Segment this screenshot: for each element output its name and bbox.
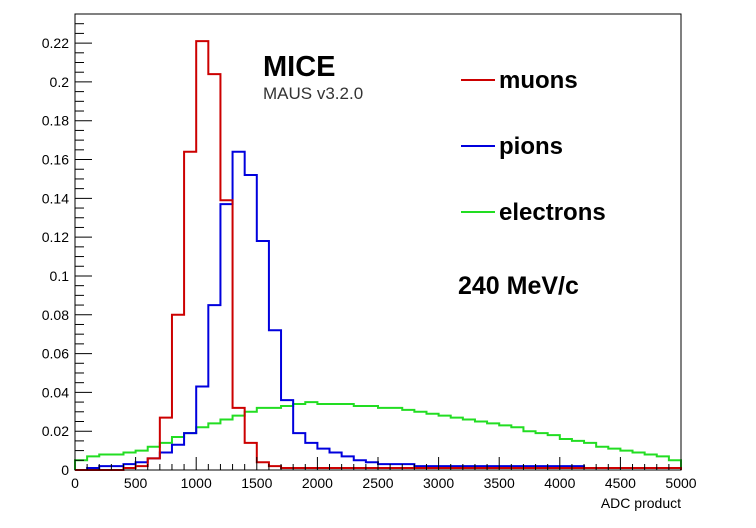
legend-label-electrons: electrons: [499, 199, 606, 226]
x-tick-label: 3000: [423, 475, 454, 491]
x-tick-label: 4500: [605, 475, 636, 491]
series-layer: [74, 40, 682, 471]
legend-label-pions: pions: [499, 133, 563, 160]
series-electrons: [74, 401, 682, 470]
legend: muons pions electrons: [461, 67, 606, 226]
y-tick-label: 0.06: [42, 346, 69, 362]
experiment-title: MICE: [263, 51, 336, 83]
x-tick-label: 1000: [181, 475, 212, 491]
y-tick-label: 0.22: [42, 35, 69, 51]
y-tick-labels: 0 0.02 0.04 0.06 0.08 0.1 0.12 0.14 0.16 0.18 0.2 0…: [42, 35, 69, 478]
x-tick-label: 1500: [241, 475, 272, 491]
legend-label-muons: muons: [499, 67, 578, 94]
x-tick-labels: 0 500 1000 1500 2000 2500 3000 3500 4000 4500 5000: [71, 475, 697, 491]
series-muons: [75, 40, 682, 471]
y-tick-label: 0.02: [42, 423, 69, 439]
y-tick-label: 0.18: [42, 113, 69, 129]
x-tick-label: 500: [124, 475, 148, 491]
x-tick-label: 2500: [362, 475, 393, 491]
y-tick-label: 0.2: [50, 74, 70, 90]
y-tick-label: 0: [61, 462, 69, 478]
tick-marks: [74, 23, 682, 471]
x-axis-title: ADC product: [601, 495, 681, 511]
x-tick-label: 4000: [544, 475, 575, 491]
y-tick-label: 0.14: [42, 190, 69, 206]
y-tick-label: 0.12: [42, 229, 69, 245]
x-tick-label: 3500: [484, 475, 515, 491]
x-tick-label: 5000: [665, 475, 696, 491]
software-version: MAUS v3.2.0: [263, 84, 363, 103]
momentum-annotation: 240 MeV/c: [458, 272, 579, 300]
y-tick-label: 0.1: [50, 268, 70, 284]
y-tick-label: 0.08: [42, 307, 69, 323]
y-tick-label: 0.04: [42, 384, 69, 400]
x-tick-label: 0: [71, 475, 79, 491]
y-tick-label: 0.16: [42, 152, 69, 168]
x-tick-label: 2000: [302, 475, 333, 491]
